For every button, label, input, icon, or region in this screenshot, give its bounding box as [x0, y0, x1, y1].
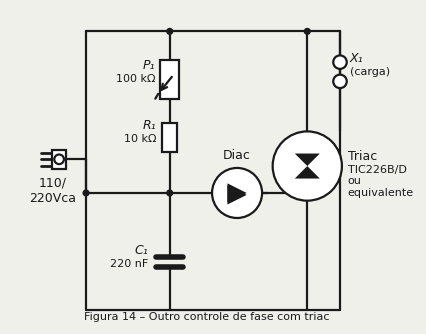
Text: Figura 14 – Outro controle de fase com triac: Figura 14 – Outro controle de fase com t…	[83, 312, 328, 322]
Circle shape	[304, 28, 309, 34]
Text: (carga): (carga)	[349, 67, 389, 77]
Text: Triac: Triac	[347, 150, 376, 163]
Text: equivalente: equivalente	[347, 188, 413, 198]
Circle shape	[332, 55, 346, 69]
Circle shape	[212, 168, 262, 218]
Polygon shape	[294, 166, 319, 179]
Circle shape	[83, 190, 89, 196]
Text: 100 kΩ: 100 kΩ	[115, 74, 155, 85]
Circle shape	[272, 131, 341, 201]
Polygon shape	[294, 154, 319, 166]
Text: 220 nF: 220 nF	[110, 259, 148, 269]
Bar	[161, 123, 177, 152]
Text: 10 kΩ: 10 kΩ	[124, 134, 156, 144]
Text: R₁: R₁	[142, 119, 156, 132]
Text: X₁: X₁	[349, 52, 363, 65]
Circle shape	[167, 190, 172, 196]
Circle shape	[332, 75, 346, 88]
Bar	[160, 60, 179, 99]
Text: C₁: C₁	[135, 244, 148, 257]
Text: P₁: P₁	[142, 59, 155, 72]
Text: 110/
220Vca: 110/ 220Vca	[29, 177, 76, 205]
Polygon shape	[227, 183, 246, 203]
Text: TIC226B/D: TIC226B/D	[347, 165, 406, 175]
Text: Diac: Diac	[223, 149, 250, 162]
Text: ou: ou	[347, 176, 361, 186]
Bar	[52, 150, 66, 169]
Circle shape	[54, 155, 64, 164]
Circle shape	[167, 28, 172, 34]
Polygon shape	[227, 185, 246, 204]
